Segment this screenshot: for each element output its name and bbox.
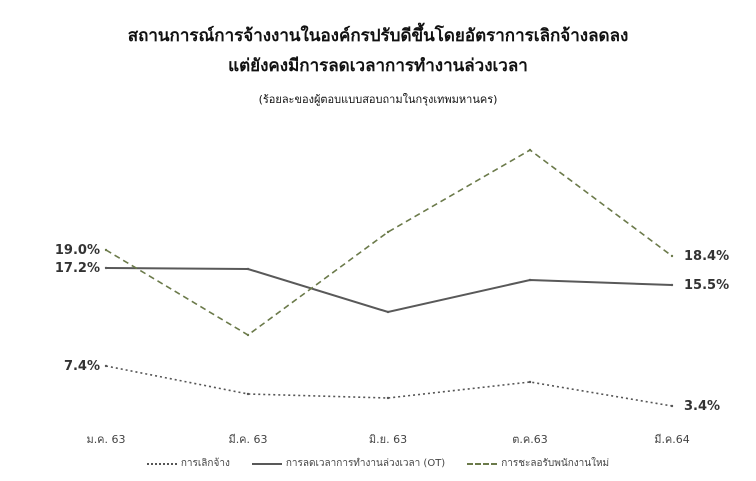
chart-title-line2: แต่ยังคงมีการลดเวลาการทำงานล่วงเวลา xyxy=(228,56,528,76)
legend-label-ot: การลดเวลาการทำงานล่วงเวลา (OT) xyxy=(285,458,446,469)
data-point-s2-2 xyxy=(386,230,390,234)
chart-subtitle: (ร้อยละของผู้ตอบแบบสอบถามในกรุงเทพมหานคร… xyxy=(258,93,498,106)
legend-label-layoffs: การเลิกจ้าง xyxy=(180,458,230,469)
data-label-s2-4: 18.4% xyxy=(684,249,729,264)
data-point-s0-1 xyxy=(246,392,250,396)
x-tick-label-3: ต.ค.63 xyxy=(512,433,548,446)
x-tick-label-4: มี.ค.64 xyxy=(654,433,690,446)
data-point-s2-3 xyxy=(528,148,532,152)
data-point-s2-0 xyxy=(104,248,108,252)
data-point-s1-2 xyxy=(386,310,390,314)
series-line-2 xyxy=(105,149,673,336)
x-tick-label-1: มี.ค. 63 xyxy=(228,433,267,446)
data-point-s0-4 xyxy=(670,404,674,408)
data-point-s1-0 xyxy=(104,266,108,270)
data-point-s2-1 xyxy=(246,333,250,337)
legend-swatch-solid xyxy=(251,462,282,465)
legend-item-ot: การลดเวลาการทำงานล่วงเวลา (OT) xyxy=(251,456,446,471)
data-label-s1-0: 17.2% xyxy=(55,261,100,276)
data-label-s1-4: 15.5% xyxy=(684,278,729,293)
legend-label-hiring: การชะลอรับพนักงานใหม่ xyxy=(501,458,610,469)
x-tick-label-2: มิ.ย. 63 xyxy=(369,433,407,446)
series-line-1 xyxy=(105,267,673,314)
legend-swatch-dotted xyxy=(146,462,177,465)
legend-swatch-dashed xyxy=(467,462,498,465)
data-label-s2-0: 19.0% xyxy=(55,243,100,258)
data-label-s0-0: 7.4% xyxy=(64,359,100,374)
data-point-s2-4 xyxy=(670,254,674,258)
data-point-s1-1 xyxy=(246,267,250,271)
legend-item-layoffs: การเลิกจ้าง xyxy=(146,456,230,471)
data-point-s0-0 xyxy=(104,364,108,368)
data-point-s0-2 xyxy=(386,396,390,400)
series-line-0 xyxy=(105,365,673,407)
chart-title: สถานการณ์การจ้างงานในองค์กรปรับดีขึ้นโดย… xyxy=(127,26,629,46)
chart-legend: การเลิกจ้าง การลดเวลาการทำงานล่วงเวลา (O… xyxy=(0,456,756,471)
data-point-s1-4 xyxy=(670,283,674,287)
data-label-s0-4: 3.4% xyxy=(684,399,720,414)
data-point-s1-3 xyxy=(528,278,532,282)
x-tick-label-0: ม.ค. 63 xyxy=(86,433,125,446)
legend-item-hiring: การชะลอรับพนักงานใหม่ xyxy=(467,456,609,471)
data-point-s0-3 xyxy=(528,380,532,384)
